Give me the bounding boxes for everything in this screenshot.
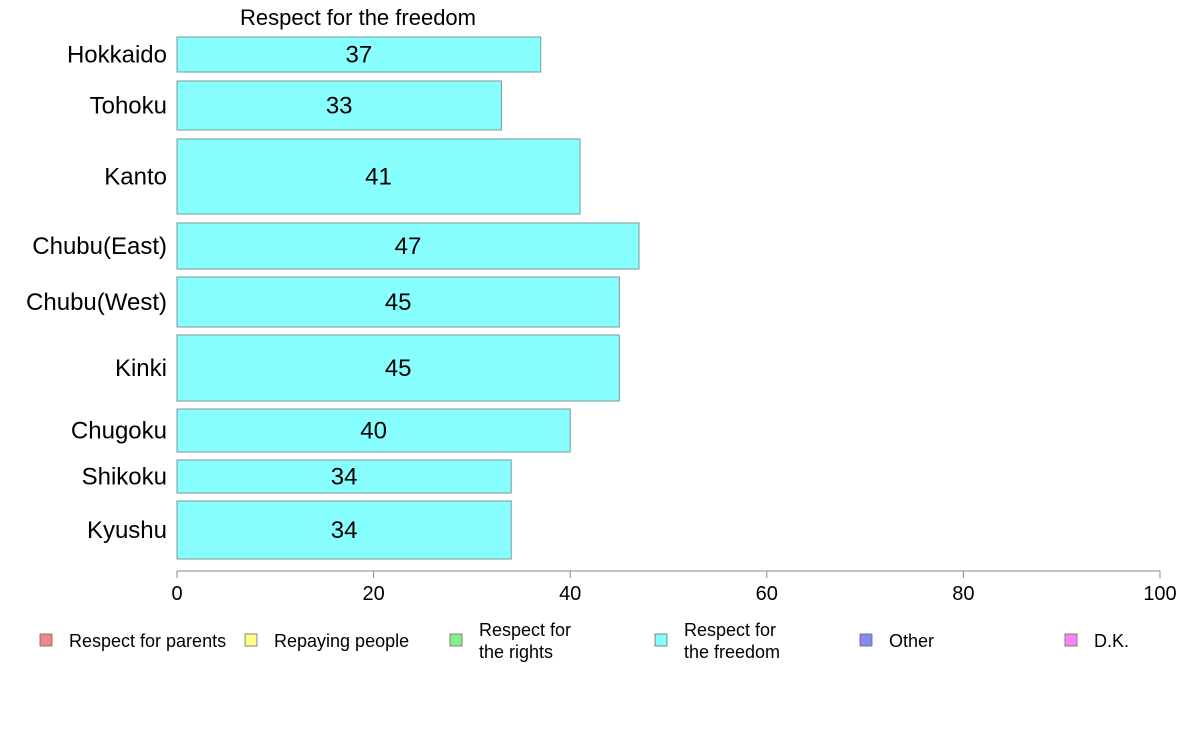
legend-swatch [449, 633, 463, 647]
category-label: Chugoku [71, 418, 167, 445]
bar-kanto [176, 138, 581, 215]
value-label: 37 [346, 42, 373, 69]
legend-label: Respect for [479, 620, 571, 640]
bar-shikoku [176, 459, 512, 494]
value-label: 41 [365, 164, 392, 191]
x-tick-label: 0 [171, 583, 182, 605]
legend-label: the freedom [684, 642, 780, 662]
bar-chubu-west- [176, 276, 620, 328]
bar-chubu-east- [176, 222, 640, 270]
value-label: 40 [360, 418, 387, 445]
x-tick-label: 100 [1143, 583, 1176, 605]
category-label: Tohoku [90, 93, 167, 120]
legend-swatch [244, 633, 258, 647]
x-tick-label: 20 [362, 583, 384, 605]
legend-label: Other [889, 631, 934, 651]
category-label: Chubu(East) [32, 233, 167, 260]
x-tick-label: 60 [756, 583, 778, 605]
x-tick-label: 40 [559, 583, 581, 605]
value-label: 34 [331, 517, 358, 544]
legend-label: Respect for [684, 620, 776, 640]
category-label: Kanto [104, 164, 167, 191]
x-tick-label: 80 [952, 583, 974, 605]
legend: Respect for parents Repaying people Respec… [39, 620, 1129, 662]
legend-swatch [654, 633, 668, 647]
category-label: Kyushu [87, 517, 167, 544]
legend-label: Respect for parents [69, 631, 226, 651]
value-label: 34 [331, 464, 358, 491]
value-label: 45 [385, 355, 412, 382]
bars-group: Hokkaido 37 Tohoku 33 Kanto 41 Chubu(East) 47 Ch… [26, 36, 640, 560]
category-label: Kinki [115, 355, 167, 382]
value-label: 45 [385, 289, 412, 316]
legend-swatch [1064, 633, 1078, 647]
category-label: Hokkaido [67, 42, 167, 69]
bar-hokkaido [176, 36, 542, 73]
legend-swatch [859, 633, 873, 647]
x-axis: 0 20 40 60 80 100 [171, 570, 1177, 605]
category-label: Chubu(West) [26, 289, 167, 316]
legend-label: D.K. [1094, 631, 1129, 651]
bar-tohoku [176, 80, 502, 131]
bar-kyushu [176, 500, 512, 560]
value-label: 33 [326, 93, 353, 120]
legend-label: Repaying people [274, 631, 409, 651]
legend-label: the rights [479, 642, 553, 662]
value-label: 47 [395, 233, 422, 260]
chart-title: Respect for the freedom [240, 5, 476, 30]
bar-kinki [176, 334, 620, 402]
category-label: Shikoku [82, 464, 167, 491]
bar-chugoku [176, 408, 571, 453]
legend-swatch [39, 633, 53, 647]
